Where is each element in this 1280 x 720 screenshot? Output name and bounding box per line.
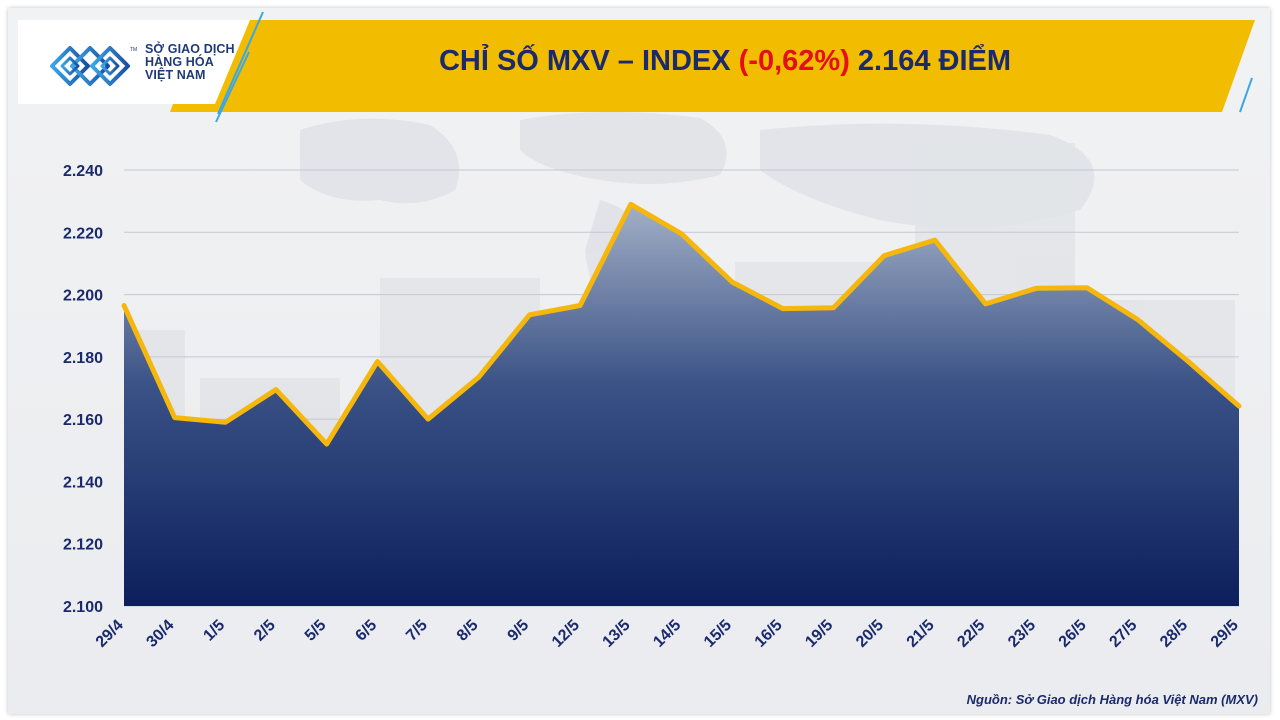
x-tick-label: 20/5 (853, 617, 887, 651)
series-area (124, 204, 1239, 607)
x-tick-label: 29/4 (93, 617, 127, 651)
logo-text: SỞ GIAO DỊCH HÀNG HÓA VIỆT NAM (145, 43, 235, 82)
x-axis-tick-labels: 29/4 30/4 1/5 2/5 5/5 6/5 7/5 8/5 9/5 12/5 13/5 14/… (93, 617, 1242, 651)
x-tick-label: 28/5 (1157, 617, 1191, 651)
header-banner (18, 11, 1255, 123)
x-tick-label: 9/5 (505, 617, 533, 645)
x-tick-label: 29/5 (1208, 617, 1242, 651)
x-tick-label: 22/5 (954, 617, 988, 651)
x-tick-label: 30/4 (143, 617, 177, 651)
x-tick-label: 7/5 (403, 617, 431, 645)
y-axis-tick-labels: 2.100 2.120 2.140 2.160 2.180 2.200 2.220 2.240 (63, 163, 103, 616)
y-tick-label: 2.160 (63, 412, 103, 429)
page-title: CHỈ SỐ MXV – INDEX (-0,62%) 2.164 ĐIỂM (255, 45, 1195, 78)
x-tick-label: 2/5 (251, 617, 279, 645)
mxv-logo-icon (50, 46, 130, 86)
x-tick-label: 21/5 (904, 617, 938, 651)
x-tick-label: 6/5 (352, 617, 380, 645)
source-note: Nguồn: Sở Giao dịch Hàng hóa Việt Nam (M… (966, 692, 1258, 707)
x-tick-label: 16/5 (752, 617, 786, 651)
y-tick-label: 2.200 (63, 288, 103, 305)
x-tick-label: 8/5 (454, 617, 482, 645)
y-tick-label: 2.140 (63, 474, 103, 491)
title-prefix: CHỈ SỐ MXV – INDEX (438, 45, 739, 77)
logo-trademark: TM (130, 47, 138, 53)
x-tick-label: 13/5 (600, 617, 634, 651)
y-tick-label: 2.120 (63, 537, 103, 554)
x-tick-label: 12/5 (549, 617, 583, 651)
y-tick-label: 2.100 (63, 599, 103, 616)
x-tick-label: 27/5 (1106, 617, 1140, 651)
x-tick-label: 5/5 (302, 617, 330, 645)
logo-line-3: VIỆT NAM (145, 68, 206, 82)
logo-line-2: HÀNG HÓA (145, 55, 214, 69)
x-tick-label: 23/5 (1005, 617, 1039, 651)
x-tick-label: 26/5 (1056, 617, 1090, 651)
y-tick-label: 2.180 (63, 350, 103, 367)
area-fill-layer (124, 204, 1239, 607)
x-tick-label: 14/5 (650, 617, 684, 651)
x-tick-label: 1/5 (200, 617, 228, 645)
x-tick-label: 15/5 (701, 617, 735, 651)
x-tick-label: 19/5 (802, 617, 836, 651)
title-suffix: 2.164 ĐIỂM (849, 45, 1012, 77)
line-layer (121, 201, 1242, 447)
logo-line-1: SỞ GIAO DỊCH (145, 42, 235, 56)
y-tick-label: 2.220 (63, 225, 103, 242)
title-change: (-0,62%) (738, 45, 850, 77)
y-tick-label: 2.240 (63, 163, 103, 180)
